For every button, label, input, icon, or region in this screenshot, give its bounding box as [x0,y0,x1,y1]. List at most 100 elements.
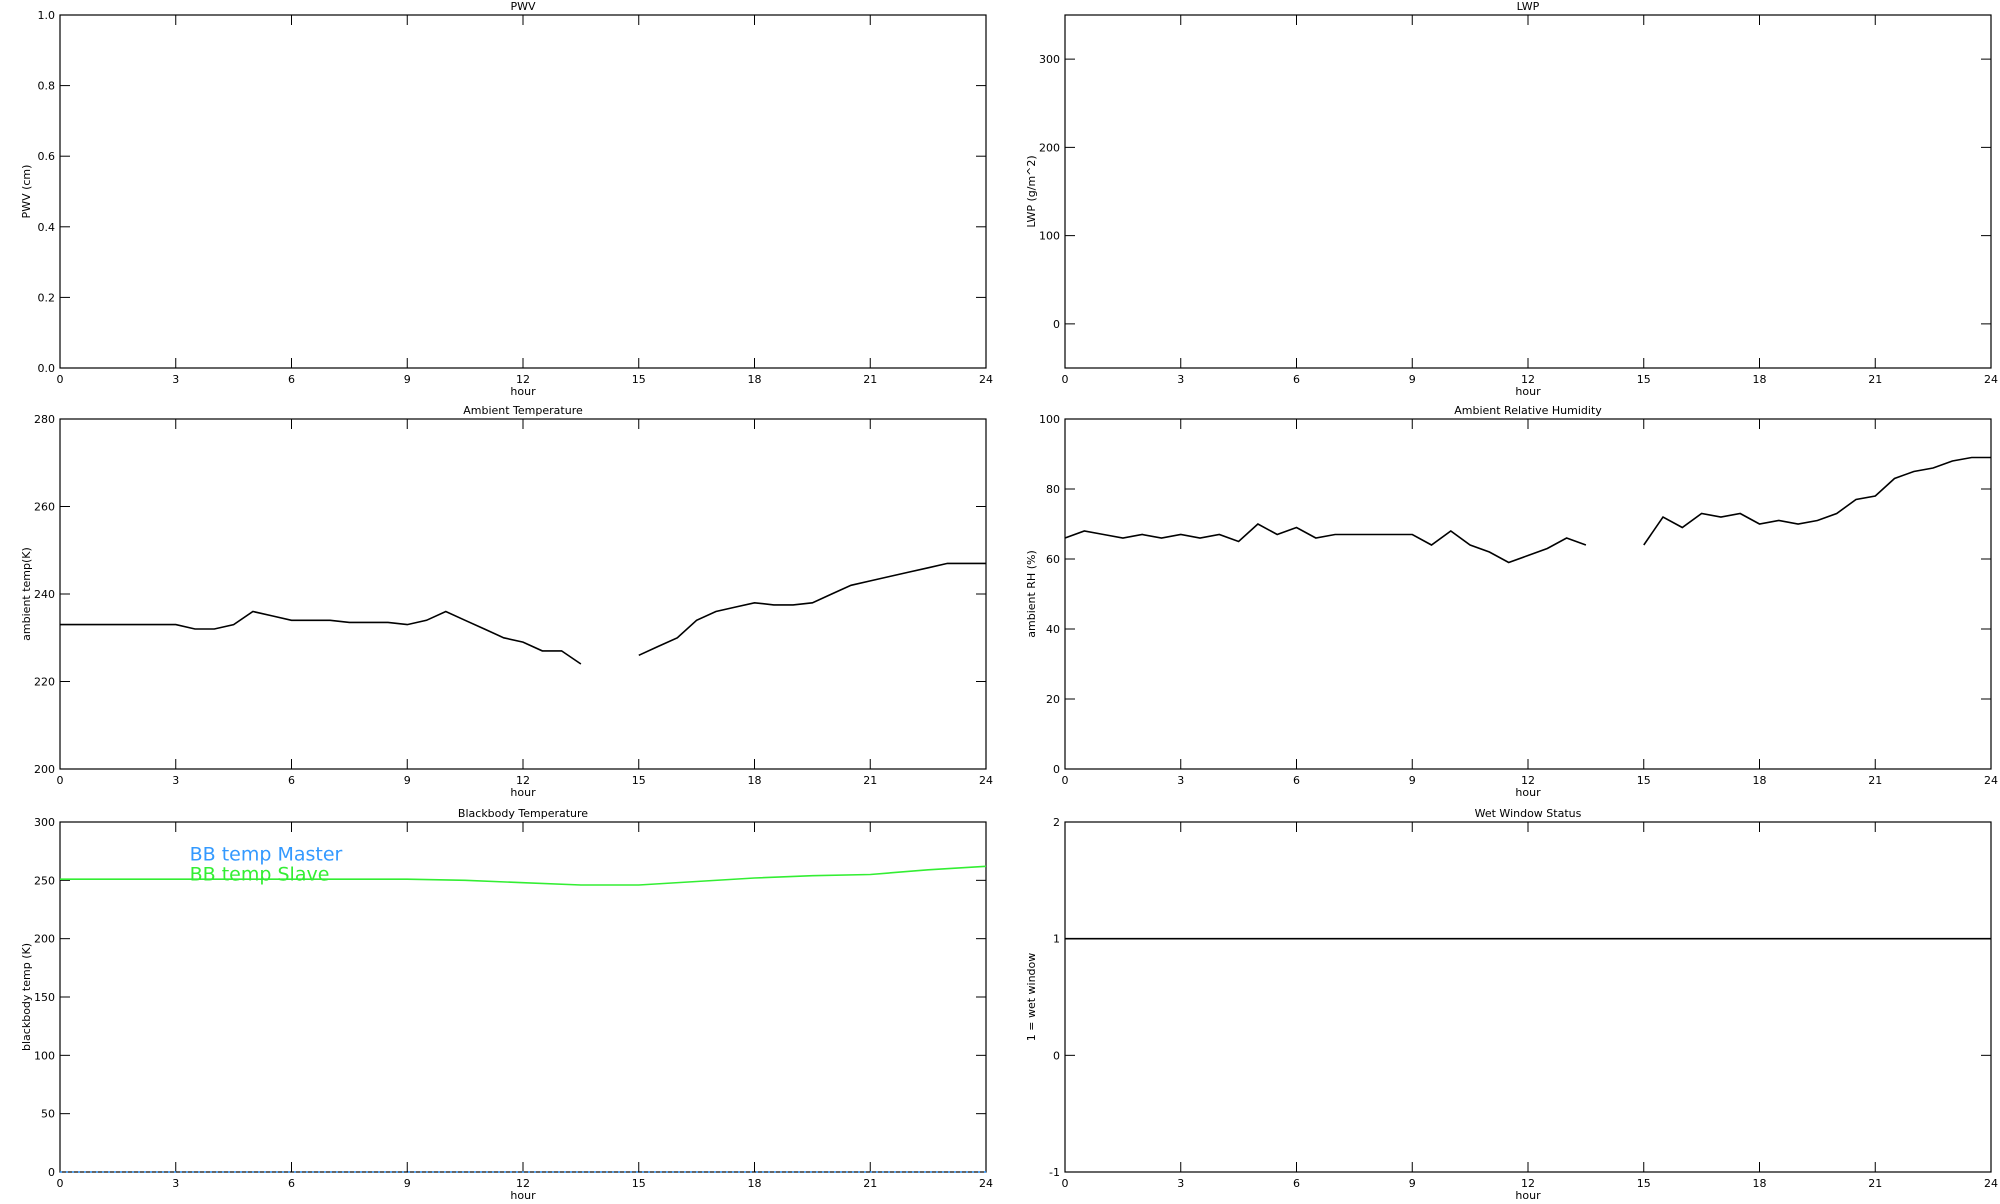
x-tick-label: 9 [404,1177,411,1190]
x-tick-label: 21 [1868,774,1882,787]
y-tick-label: 0.4 [38,221,56,234]
x-tick-label: 12 [516,774,530,787]
y-tick-label: 250 [34,874,55,887]
legend-entry: BB temp Master [190,844,343,866]
x-tick-label: 9 [404,373,411,386]
x-tick-label: 6 [288,774,295,787]
y-tick-label: 100 [1039,230,1060,243]
data-line [60,865,987,886]
y-tick-label: 200 [34,763,55,776]
x-tick-label: 15 [632,1177,646,1190]
x-tick-label: 9 [404,774,411,787]
y-tick-label: 100 [34,1049,55,1062]
x-tick-label: 21 [1868,373,1882,386]
plot-frame [1064,14,1992,369]
x-tick-label: 18 [748,373,762,386]
x-tick-label: 3 [1177,774,1184,787]
x-tick-label: 12 [1521,373,1535,386]
x-tick-label: 15 [632,774,646,787]
x-tick-label: 12 [1521,1177,1535,1190]
x-tick-label: 24 [979,373,993,386]
x-tick-label: 3 [1177,373,1184,386]
y-tick-label: 0 [1053,763,1060,776]
panel-title: LWP [1517,0,1540,13]
x-tick-label: 21 [863,774,877,787]
x-tick-label: 3 [172,774,179,787]
x-tick-label: 0 [57,1177,64,1190]
y-tick-label: 200 [34,933,55,946]
x-tick-label: 6 [1293,1177,1300,1190]
data-line [60,562,986,665]
y-tick-label: 80 [1046,483,1060,496]
plot-frame [1064,821,1992,1173]
x-tick-label: 21 [1868,1177,1882,1190]
x-tick-label: 3 [172,373,179,386]
x-axis-label: hour [510,1189,536,1200]
y-tick-label: -1 [1049,1166,1060,1179]
x-tick-label: 18 [1753,1177,1767,1190]
x-tick-label: 18 [748,1177,762,1190]
data-line [1064,456,1991,564]
x-tick-label: 15 [1637,373,1651,386]
y-tick-label: 1.0 [38,9,56,22]
x-tick-label: 9 [1409,1177,1416,1190]
x-tick-label: 15 [632,373,646,386]
panel-title: Ambient Temperature [463,404,583,417]
x-tick-label: 24 [1984,774,1998,787]
y-axis-label: ambient RH (%) [1025,550,1038,638]
y-tick-label: 20 [1046,693,1060,706]
y-tick-label: 150 [34,991,55,1004]
y-tick-label: 300 [34,816,55,829]
y-tick-label: 2 [1053,816,1060,829]
y-tick-label: 0.8 [38,80,56,93]
y-tick-label: 0.6 [38,150,56,163]
y-tick-label: 0.2 [38,291,56,304]
x-axis-label: hour [1515,786,1541,799]
plot-frame [59,14,987,369]
y-tick-label: 260 [34,501,55,514]
y-tick-label: 50 [41,1108,55,1121]
x-tick-label: 21 [863,373,877,386]
panel-title: PWV [510,0,536,13]
y-axis-label: ambient temp(K) [20,547,33,641]
x-tick-label: 12 [516,373,530,386]
y-tick-label: 280 [34,413,55,426]
x-tick-label: 0 [57,373,64,386]
y-tick-label: 220 [34,676,55,689]
x-tick-label: 24 [1984,373,1998,386]
plot-frame [1064,418,1992,770]
x-tick-label: 6 [288,1177,295,1190]
y-axis-label: 1 = wet window [1025,953,1038,1042]
x-tick-label: 18 [748,774,762,787]
x-tick-label: 6 [1293,373,1300,386]
x-tick-label: 6 [1293,774,1300,787]
x-tick-label: 21 [863,1177,877,1190]
x-axis-label: hour [1515,1189,1541,1200]
y-tick-label: 300 [1039,53,1060,66]
y-axis-label: LWP (g/m^2) [1025,155,1038,227]
x-tick-label: 0 [1062,373,1069,386]
x-tick-label: 18 [1753,373,1767,386]
x-tick-label: 12 [516,1177,530,1190]
y-tick-label: 0 [1053,1049,1060,1062]
x-tick-label: 0 [57,774,64,787]
x-tick-label: 3 [172,1177,179,1190]
x-axis-label: hour [1515,385,1541,398]
x-axis-label: hour [510,385,536,398]
x-tick-label: 15 [1637,774,1651,787]
legend-entry: BB temp Slave [190,864,330,886]
panel-title: Ambient Relative Humidity [1454,404,1602,417]
panel-title: Wet Window Status [1475,807,1582,820]
x-axis-label: hour [510,786,536,799]
y-tick-label: 0 [1053,318,1060,331]
y-axis-label: blackbody temp (K) [20,943,33,1051]
y-axis-label: PWV (cm) [20,165,33,219]
x-tick-label: 3 [1177,1177,1184,1190]
panel-title: Blackbody Temperature [458,807,588,820]
x-tick-label: 9 [1409,774,1416,787]
x-tick-label: 24 [979,1177,993,1190]
y-tick-label: 200 [1039,141,1060,154]
y-tick-label: 0.0 [38,362,56,375]
y-tick-label: 100 [1039,413,1060,426]
